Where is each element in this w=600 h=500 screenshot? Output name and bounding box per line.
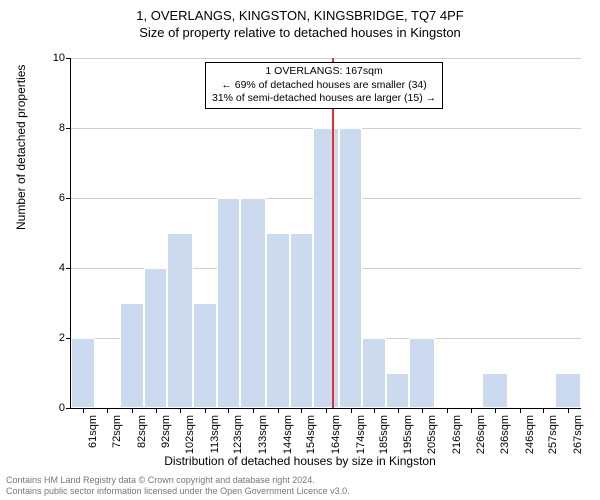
- xtick-mark: [228, 408, 229, 413]
- xtick-label: 185sqm: [378, 415, 390, 454]
- xtick-mark: [447, 408, 448, 413]
- ytick-label: 4: [35, 262, 65, 274]
- x-axis-label: Distribution of detached houses by size …: [0, 454, 600, 468]
- histogram-bar: [482, 373, 508, 408]
- xtick-label: 174sqm: [355, 415, 367, 454]
- xtick-mark: [205, 408, 206, 413]
- xtick-label: 246sqm: [524, 415, 536, 454]
- gridline: [71, 58, 581, 59]
- xtick-mark: [495, 408, 496, 413]
- xtick-mark: [374, 408, 375, 413]
- xtick-mark: [83, 408, 84, 413]
- histogram-bar: [217, 198, 241, 408]
- xtick-mark: [398, 408, 399, 413]
- xtick-label: 164sqm: [330, 415, 342, 454]
- annotation-box: 1 OVERLANGS: 167sqm ← 69% of detached ho…: [205, 62, 443, 109]
- xtick-label: 236sqm: [499, 415, 511, 454]
- ytick-mark: [66, 408, 71, 409]
- xtick-label: 123sqm: [232, 415, 244, 454]
- xtick-mark: [180, 408, 181, 413]
- xtick-mark: [568, 408, 569, 413]
- annotation-line2: ← 69% of detached houses are smaller (34…: [212, 79, 436, 93]
- xtick-label: 154sqm: [305, 415, 317, 454]
- histogram-bar: [120, 303, 144, 408]
- histogram-bar: [144, 268, 168, 408]
- histogram-bar: [409, 338, 435, 408]
- footer-line1: Contains HM Land Registry data © Crown c…: [6, 475, 350, 486]
- histogram-bar: [71, 338, 95, 408]
- ytick-mark: [66, 268, 71, 269]
- xtick-label: 92sqm: [160, 415, 172, 448]
- ytick-mark: [66, 198, 71, 199]
- histogram-bar: [167, 233, 193, 408]
- xtick-label: 61sqm: [87, 415, 99, 448]
- xtick-label: 205sqm: [426, 415, 438, 454]
- xtick-mark: [422, 408, 423, 413]
- xtick-mark: [351, 408, 352, 413]
- histogram-bar: [555, 373, 581, 408]
- xtick-mark: [520, 408, 521, 413]
- histogram-bar: [386, 373, 410, 408]
- histogram-bar: [240, 198, 266, 408]
- xtick-mark: [132, 408, 133, 413]
- chart-area: 024681061sqm72sqm82sqm92sqm102sqm113sqm1…: [70, 58, 580, 408]
- title-main: 1, OVERLANGS, KINGSTON, KINGSBRIDGE, TQ7…: [0, 0, 600, 23]
- xtick-mark: [471, 408, 472, 413]
- footer: Contains HM Land Registry data © Crown c…: [6, 475, 350, 497]
- title-sub: Size of property relative to detached ho…: [0, 23, 600, 40]
- xtick-mark: [107, 408, 108, 413]
- histogram-bar: [339, 128, 363, 408]
- xtick-label: 267sqm: [572, 415, 584, 454]
- xtick-label: 195sqm: [402, 415, 414, 454]
- annotation-line1: 1 OVERLANGS: 167sqm: [212, 65, 436, 79]
- histogram-bar: [193, 303, 217, 408]
- histogram-bar: [266, 233, 290, 408]
- ytick-label: 2: [35, 332, 65, 344]
- xtick-label: 82sqm: [136, 415, 148, 448]
- histogram-bar: [313, 128, 339, 408]
- xtick-mark: [156, 408, 157, 413]
- chart-container: 1, OVERLANGS, KINGSTON, KINGSBRIDGE, TQ7…: [0, 0, 600, 500]
- xtick-mark: [326, 408, 327, 413]
- plot: 024681061sqm72sqm82sqm92sqm102sqm113sqm1…: [70, 58, 581, 409]
- xtick-label: 216sqm: [451, 415, 463, 454]
- xtick-mark: [301, 408, 302, 413]
- y-axis-label: Number of detached properties: [14, 65, 28, 230]
- histogram-bar: [290, 233, 314, 408]
- xtick-label: 113sqm: [209, 415, 221, 453]
- xtick-mark: [543, 408, 544, 413]
- ytick-mark: [66, 128, 71, 129]
- ytick-label: 10: [35, 52, 65, 64]
- xtick-label: 257sqm: [547, 415, 559, 454]
- xtick-label: 72sqm: [111, 415, 123, 448]
- xtick-label: 102sqm: [184, 415, 196, 454]
- xtick-mark: [253, 408, 254, 413]
- ytick-mark: [66, 58, 71, 59]
- ytick-label: 0: [35, 402, 65, 414]
- footer-line2: Contains public sector information licen…: [6, 486, 350, 497]
- ytick-label: 6: [35, 192, 65, 204]
- histogram-bar: [362, 338, 386, 408]
- annotation-line3: 31% of semi-detached houses are larger (…: [212, 92, 436, 106]
- xtick-label: 144sqm: [282, 415, 294, 454]
- xtick-label: 226sqm: [475, 415, 487, 454]
- xtick-mark: [278, 408, 279, 413]
- marker-line: [332, 58, 334, 408]
- ytick-label: 8: [35, 122, 65, 134]
- xtick-label: 133sqm: [257, 415, 269, 454]
